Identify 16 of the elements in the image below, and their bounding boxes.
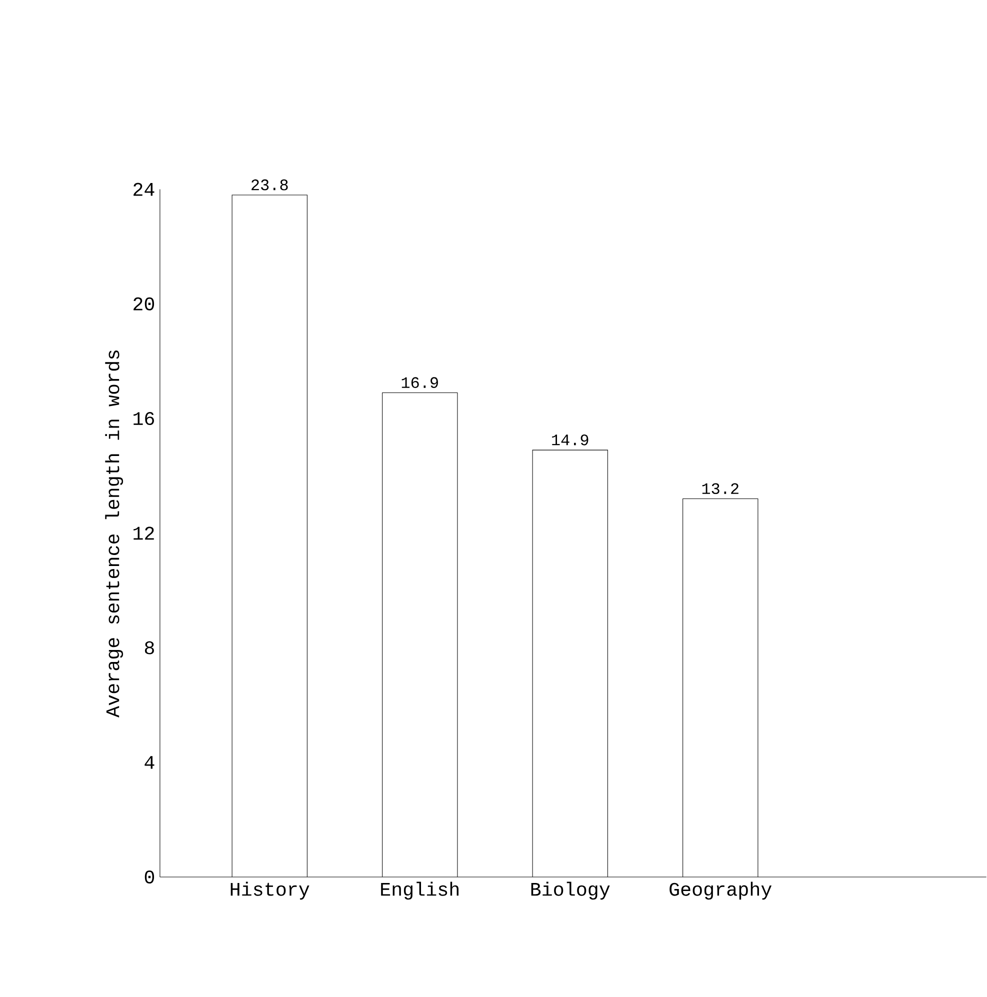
- y-axis-title: Average sentence length in words: [105, 350, 124, 718]
- y-tick-label: 4: [144, 756, 154, 769]
- y-tick-label: 20: [134, 297, 154, 310]
- data-label: 14.9: [552, 434, 588, 446]
- x-tick-label: Biology: [532, 882, 610, 900]
- y-tick-label: 0: [145, 870, 154, 884]
- data-label: 16.9: [402, 377, 438, 388]
- y-tick-label: 12: [134, 526, 154, 540]
- y-tick-label: 16: [134, 412, 154, 426]
- x-tick-label: English: [381, 882, 459, 900]
- y-tick-label: 24: [134, 182, 154, 196]
- data-label: 23.8: [252, 179, 288, 190]
- y-tick-label: 8: [145, 641, 154, 654]
- data-label: 13.2: [702, 483, 739, 494]
- x-tick-label: Geography: [670, 882, 772, 900]
- x-tick-label: History: [231, 882, 310, 900]
